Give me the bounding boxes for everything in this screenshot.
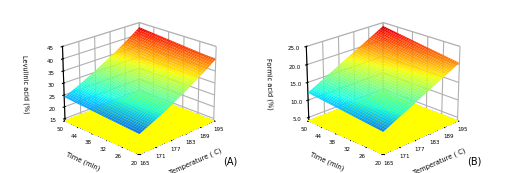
Y-axis label: Time (min): Time (min): [65, 151, 100, 171]
X-axis label: Temperature ( C): Temperature ( C): [413, 147, 467, 173]
Text: (A): (A): [223, 156, 238, 166]
X-axis label: Temperature ( C): Temperature ( C): [169, 147, 223, 173]
Y-axis label: Time (min): Time (min): [309, 151, 344, 171]
Text: (B): (B): [467, 156, 482, 166]
